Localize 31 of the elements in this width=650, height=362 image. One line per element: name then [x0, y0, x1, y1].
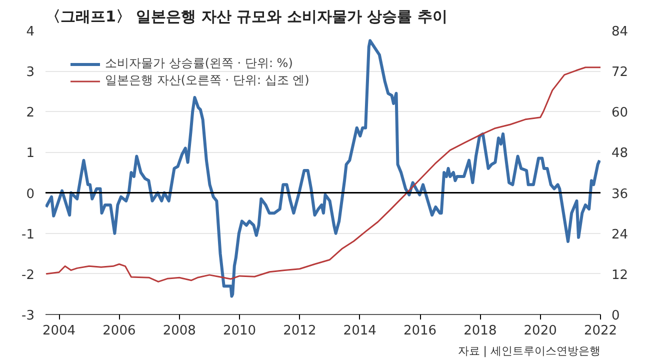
x-tick-label: 2014 — [343, 324, 376, 338]
y-tick-label: 4 — [26, 24, 35, 40]
y-tick-label: 3 — [26, 65, 35, 80]
y2-tick-label: 84 — [612, 24, 628, 40]
x-tick-label: 2008 — [162, 324, 196, 338]
x-tick-label: 2016 — [403, 324, 437, 338]
x-tick-label: 2010 — [222, 324, 256, 338]
y-tick-label: -2 — [22, 268, 35, 283]
x-tick-label: 2020 — [524, 324, 557, 338]
x-tick-label: 2022 — [584, 324, 618, 338]
y2-tick-label: 12 — [612, 268, 628, 283]
chart-title: 〈그래프1〉 일본은행 자산 규모와 소비자물가 상승률 추이 — [46, 8, 448, 26]
x-tick-label: 2006 — [102, 324, 136, 338]
y-tick-label: -1 — [22, 227, 35, 242]
x-tick-label: 2004 — [42, 324, 76, 338]
y-tick-label: 0 — [26, 186, 35, 202]
y2-tick-label: 0 — [612, 308, 620, 324]
y-tick-label: -3 — [22, 308, 35, 324]
y-tick-label: 1 — [26, 146, 35, 162]
legend-label: 일본은행 자산(오른쪽 · 단위: 십조 엔) — [105, 72, 310, 89]
y2-tick-label: 36 — [612, 186, 628, 202]
y2-tick-label: 48 — [612, 146, 628, 162]
legend-label: 소비자물가 상승률(왼쪽 · 단위: %) — [105, 55, 293, 72]
y2-tick-label: 24 — [612, 227, 628, 242]
y-tick-label: 2 — [26, 106, 35, 121]
text: 자료 | 세인트루이스연방은행 — [458, 344, 601, 358]
y2-tick-label: 72 — [612, 65, 628, 80]
line-series — [46, 39, 600, 298]
x-tick-label: 2012 — [283, 324, 316, 338]
x-tick-label: 2018 — [464, 324, 497, 338]
y2-tick-label: 60 — [612, 106, 628, 121]
